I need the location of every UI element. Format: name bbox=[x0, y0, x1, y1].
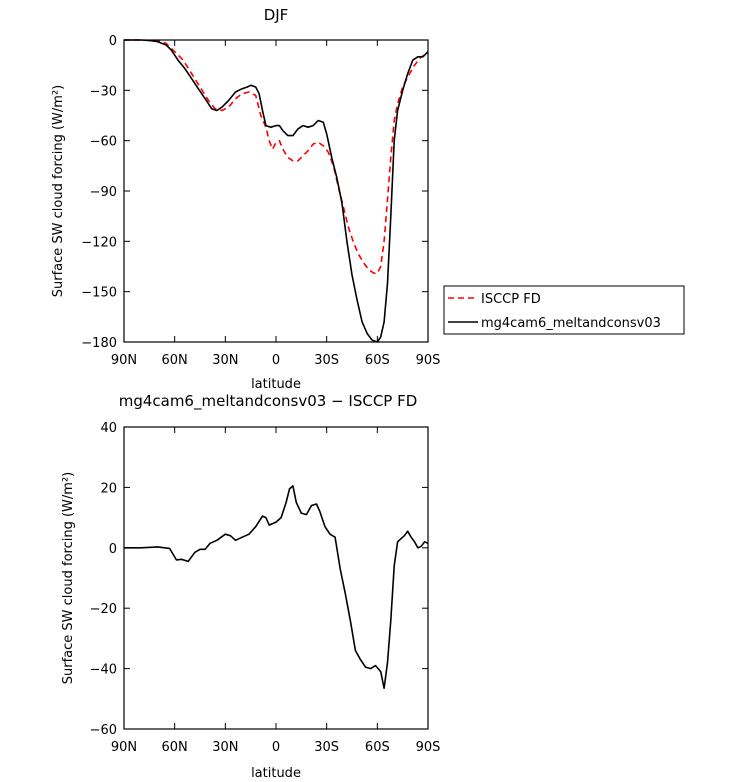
top-x-tick-label: 90N bbox=[111, 353, 137, 368]
top-x-tick-label: 30N bbox=[212, 353, 238, 368]
top-y-axis-label: Surface SW cloud forcing (W/m²) bbox=[51, 85, 66, 297]
top-chart-title: DJF bbox=[264, 6, 289, 24]
bottom-chart-title: mg4cam6_meltandconsv03 − ISCCP FD bbox=[119, 392, 418, 411]
bottom-series-line-0 bbox=[124, 485, 429, 690]
legend-label-isccp: ISCCP FD bbox=[481, 292, 541, 307]
top-x-tick-label: 60N bbox=[162, 353, 188, 368]
top-y-tick-label: 0 bbox=[109, 34, 117, 49]
top-x-tick-label: 90S bbox=[416, 353, 441, 368]
bottom-x-tick-label: 30N bbox=[212, 740, 238, 755]
bottom-y-tick-label: −60 bbox=[90, 723, 117, 738]
top-plot-area: 90N 60N 30N 0 30S 60S 90S 0 −30 −60 −90 −120 −150 −18… bbox=[81, 34, 440, 368]
bottom-x-tick-label: 0 bbox=[272, 740, 280, 755]
top-y-tick-label: −30 bbox=[90, 84, 117, 99]
bottom-plot-frame bbox=[123, 426, 429, 730]
top-series-line-1 bbox=[124, 39, 429, 343]
bottom-x-tick-label: 90N bbox=[111, 740, 137, 755]
bottom-x-axis-label: latitude bbox=[251, 766, 301, 781]
bottom-x-tick-label: 60N bbox=[162, 740, 188, 755]
legend: ISCCP FD mg4cam6_meltandconsv03 bbox=[443, 285, 685, 335]
top-y-tick-label: −90 bbox=[90, 185, 117, 200]
bottom-y-axis-label: Surface SW cloud forcing (W/m²) bbox=[61, 472, 76, 684]
bottom-plot-area: 90N 60N 30N 0 30S 60S 90S 40 20 0 −20 −40 −60 bbox=[90, 421, 441, 755]
bottom-y-tick-label: 0 bbox=[109, 542, 117, 557]
bottom-panel: mg4cam6_meltandconsv03 − ISCCP FD 90N 60N… bbox=[61, 392, 440, 781]
top-plot-frame bbox=[123, 39, 429, 343]
top-series-line-0 bbox=[124, 39, 429, 275]
top-x-tick-label: 60S bbox=[365, 353, 390, 368]
legend-box bbox=[443, 285, 685, 335]
top-y-tick-label: −60 bbox=[90, 135, 117, 150]
bottom-x-tick-label: 60S bbox=[365, 740, 390, 755]
bottom-y-tick-label: −20 bbox=[90, 602, 117, 617]
top-y-tick-label: −150 bbox=[81, 286, 117, 301]
top-panel: DJF 90N 60N 30N 0 30S 60S 90S 0 −30 −60 −90 −120 −15… bbox=[51, 6, 685, 392]
top-x-tick-label: 30S bbox=[314, 353, 339, 368]
bottom-y-tick-label: 40 bbox=[100, 421, 117, 436]
top-y-tick-label: −120 bbox=[81, 235, 117, 250]
bottom-y-tick-label: −40 bbox=[90, 663, 117, 678]
bottom-x-tick-label: 30S bbox=[314, 740, 339, 755]
bottom-y-tick-label: 20 bbox=[100, 481, 117, 496]
top-x-axis-label: latitude bbox=[251, 377, 301, 392]
bottom-x-tick-label: 90S bbox=[416, 740, 441, 755]
top-y-tick-label: −180 bbox=[81, 336, 117, 351]
legend-label-model: mg4cam6_meltandconsv03 bbox=[481, 316, 661, 331]
top-x-tick-label: 0 bbox=[272, 353, 280, 368]
